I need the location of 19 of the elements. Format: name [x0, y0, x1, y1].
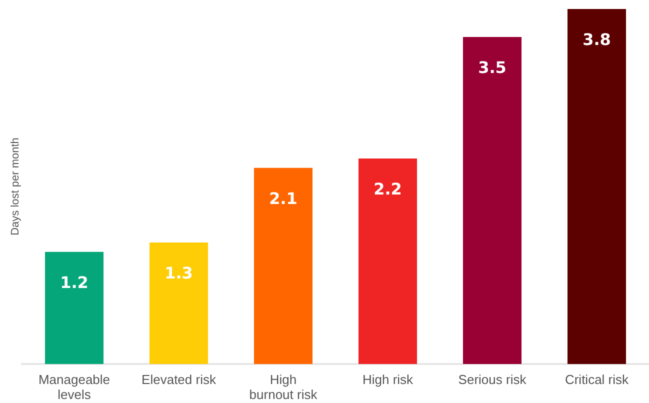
data-label: 1.3 — [164, 264, 193, 283]
x-tick-label: Manageable levels — [38, 372, 110, 402]
bar — [462, 37, 522, 364]
data-label: 3.5 — [478, 58, 506, 78]
bar — [44, 252, 104, 364]
data-label: 1.2 — [60, 273, 88, 292]
x-tick-label: Elevated risk — [142, 372, 216, 388]
data-label: 3.8 — [582, 30, 611, 50]
x-tick-label: Serious risk — [458, 372, 527, 388]
x-tick-label: High risk — [362, 372, 414, 388]
bar — [149, 242, 208, 364]
x-tick-label: Critical risk — [564, 372, 630, 388]
bar — [567, 9, 626, 364]
y-axis-title: Days lost per month — [10, 138, 22, 236]
x-tick-label: High burnout risk — [249, 372, 318, 402]
bar — [358, 158, 418, 364]
data-label: 2.2 — [374, 180, 402, 199]
bar — [254, 168, 313, 364]
data-label: 2.1 — [269, 188, 298, 208]
